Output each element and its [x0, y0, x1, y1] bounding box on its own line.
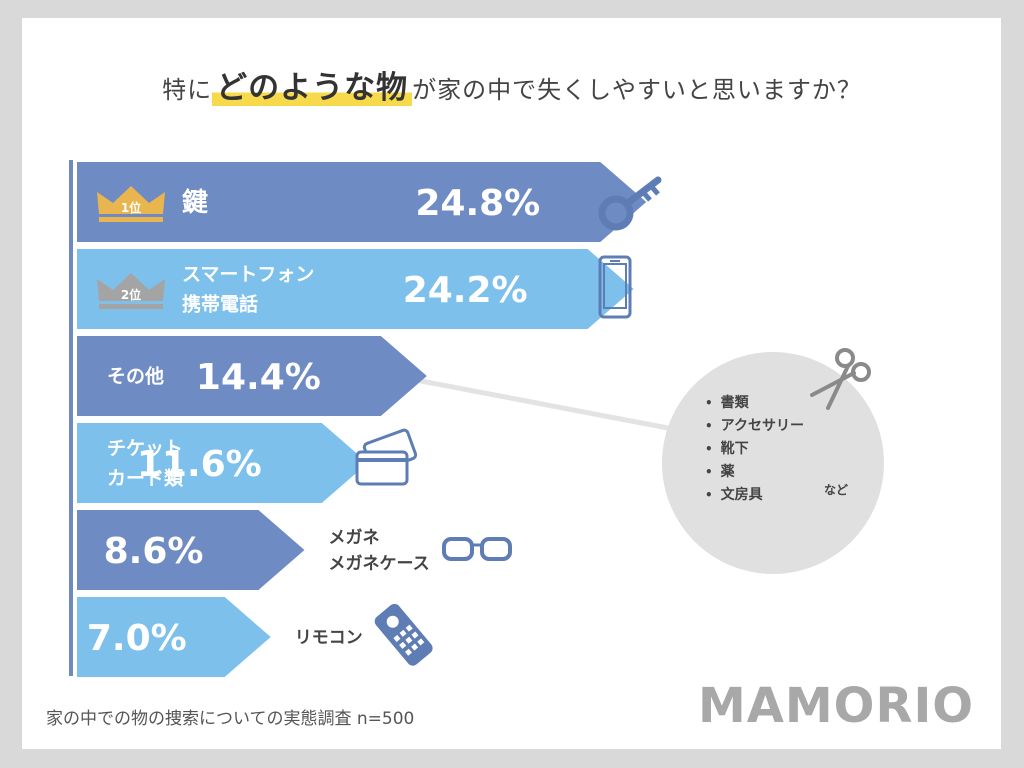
crown-icon — [97, 186, 165, 214]
category-label: スマートフォン — [182, 264, 314, 286]
rank-label: 2位 — [121, 287, 141, 302]
value-label: 7.0% — [87, 618, 187, 659]
category-label: リモコン — [295, 628, 363, 648]
other-item: アクセサリー — [705, 415, 804, 438]
other-etc: など — [824, 483, 849, 497]
category-label: 携帯電話 — [182, 293, 258, 316]
bar — [77, 423, 368, 503]
crown-base — [99, 217, 163, 222]
category-label: その他 — [107, 365, 164, 388]
value-label: 24.8% — [415, 183, 540, 224]
rank-label: 1位 — [121, 200, 141, 215]
category-label: 鍵 — [182, 187, 208, 218]
chart-axis — [69, 160, 73, 676]
key-icon — [598, 176, 662, 231]
brand-logo: MAMORIO — [698, 678, 975, 734]
cards-icon — [355, 428, 418, 486]
crown-base — [99, 304, 163, 309]
other-item: 書類 — [705, 392, 804, 415]
connector-line — [394, 373, 669, 431]
category-label: チケット — [107, 438, 183, 460]
survey-footnote: 家の中での物の捜索についての実態調査 n=500 — [46, 709, 415, 729]
category-label: メガネ — [328, 528, 379, 548]
value-label: 11.6% — [137, 444, 262, 485]
smartphone-icon — [598, 255, 632, 319]
title-prefix: 特に — [162, 76, 213, 104]
bar — [77, 510, 305, 590]
chart-title: 特に どのような物 が家の中で失くしやすいと思いますか？ — [0, 62, 1024, 107]
value-label: 8.6% — [104, 531, 204, 572]
title-suffix: が家の中で失くしやすいと思いますか？ — [412, 76, 862, 104]
value-label: 24.2% — [403, 270, 528, 311]
other-item: 靴下 — [705, 438, 804, 461]
value-label: 14.4% — [196, 357, 321, 398]
crown-icon — [97, 273, 165, 301]
other-details-list: 書類 アクセサリー 靴下 薬 文房具 — [705, 392, 804, 507]
remote-icon — [374, 603, 433, 666]
bar — [77, 597, 271, 677]
category-label: メガネケース — [328, 554, 429, 574]
glasses-icon — [442, 537, 512, 561]
bar — [77, 249, 634, 329]
other-item: 薬 — [705, 461, 804, 484]
bar — [77, 336, 427, 416]
bar — [77, 162, 647, 242]
title-highlight: どのような物 — [212, 70, 413, 106]
category-label: カード類 — [107, 468, 184, 490]
other-item: 文房具 — [705, 484, 804, 507]
